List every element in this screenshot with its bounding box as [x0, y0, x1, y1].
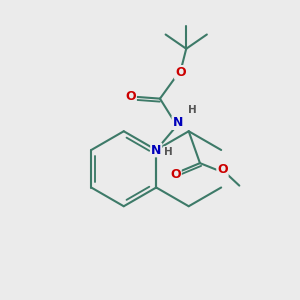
Text: H: H [188, 105, 197, 115]
Text: N: N [151, 143, 161, 157]
Text: O: O [125, 90, 136, 103]
Text: O: O [175, 66, 185, 79]
Text: O: O [217, 164, 228, 176]
Text: H: H [164, 147, 172, 157]
Text: O: O [170, 168, 181, 181]
Text: N: N [172, 116, 183, 129]
